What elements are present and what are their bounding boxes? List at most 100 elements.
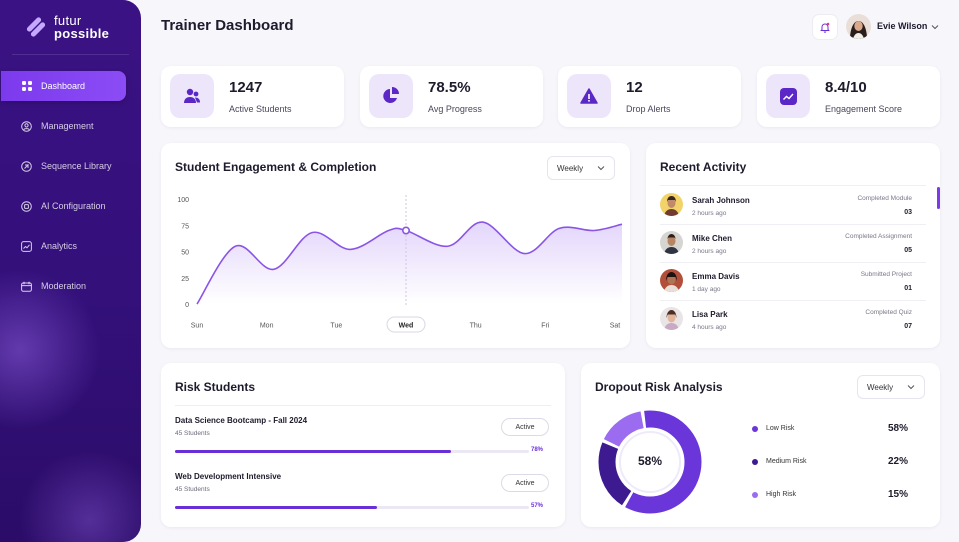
- sidebar-item-ai-configuration[interactable]: AI Configuration: [1, 191, 126, 221]
- activity-type: Submitted Project: [860, 271, 912, 278]
- stat-label: Drop Alerts: [626, 104, 671, 114]
- sidebar-nav: Dashboard Management Sequence Library AI…: [0, 71, 141, 311]
- activity-type: Completed Assignment: [845, 233, 912, 240]
- legend-value: 58%: [888, 423, 909, 434]
- brand-logo[interactable]: futur possible: [24, 14, 109, 40]
- donut-segment: [598, 410, 702, 514]
- activity-count: 07: [904, 323, 912, 330]
- course-students: 45 Students: [175, 430, 210, 437]
- activity-count: 03: [904, 209, 912, 216]
- divider: [660, 262, 926, 263]
- user-avatar[interactable]: [846, 14, 871, 39]
- students-icon: [170, 74, 214, 118]
- avatar: [660, 231, 683, 254]
- course-name[interactable]: Data Science Bootcamp - Fall 2024: [175, 416, 308, 425]
- stat-value: 8.4/10: [825, 79, 867, 96]
- divider: [175, 405, 551, 406]
- sidebar-item-dashboard[interactable]: Dashboard: [1, 71, 126, 101]
- legend-dot: [752, 492, 758, 498]
- x-tick-label: Fri: [541, 323, 550, 330]
- activity-item[interactable]: Mike Chen 2 hours ago Completed Assignme…: [660, 225, 926, 261]
- dropout-risk-card: Dropout Risk Analysis Weekly 58% Low Ris…: [581, 363, 940, 527]
- period-value: Weekly: [867, 382, 894, 392]
- activity-count: 01: [904, 285, 912, 292]
- course-students: 45 Students: [175, 486, 210, 493]
- avatar: [660, 307, 683, 330]
- period-value: Weekly: [557, 163, 584, 173]
- page-title: Trainer Dashboard: [161, 17, 294, 34]
- user-circle-icon: [21, 120, 32, 132]
- stat-value: 78.5%: [428, 79, 471, 96]
- sidebar-divider: [12, 54, 129, 55]
- legend-value: 15%: [888, 489, 909, 500]
- stat-card-active-students: 1247 Active Students: [161, 66, 344, 127]
- y-tick-label: 100: [177, 197, 189, 204]
- sidebar-item-label: Sequence Library: [41, 161, 112, 171]
- highlight-point: [402, 226, 411, 235]
- activity-name: Mike Chen: [692, 234, 733, 243]
- x-tick-highlight: [386, 316, 426, 333]
- progress-percent: 78%: [531, 447, 544, 453]
- engagement-period-select[interactable]: Weekly: [547, 156, 615, 180]
- status-button[interactable]: Active: [501, 418, 549, 436]
- course-name[interactable]: Web Development Intensive: [175, 472, 282, 481]
- grid-icon: [21, 81, 32, 92]
- ai-chip-icon: [21, 200, 32, 212]
- activity-name: Lisa Park: [692, 310, 728, 319]
- logo-mark-icon: [24, 16, 47, 38]
- risk-students-title: Risk Students: [175, 380, 256, 394]
- donut-center: [619, 431, 681, 493]
- activity-name: Sarah Johnson: [692, 196, 750, 205]
- sidebar: futur possible Dashboard Management Sequ…: [0, 0, 141, 542]
- legend-label: Medium Risk: [766, 458, 807, 465]
- sidebar-item-management[interactable]: Management: [1, 111, 126, 141]
- trend-icon: [766, 74, 810, 118]
- progress-bar: [175, 506, 529, 509]
- stat-value: 1247: [229, 79, 263, 96]
- stat-card-engagement-score: 8.4/10 Engagement Score: [757, 66, 940, 127]
- progress-fill: [175, 450, 452, 453]
- bell-icon: [820, 22, 830, 33]
- y-tick-label: 25: [181, 276, 189, 283]
- status-button[interactable]: Active: [501, 474, 549, 492]
- dropout-risk-title: Dropout Risk Analysis: [595, 380, 723, 394]
- y-tick-label: 50: [181, 250, 189, 257]
- chevron-down-icon[interactable]: [931, 20, 939, 34]
- user-name[interactable]: Evie Wilson: [877, 21, 928, 31]
- recent-activity-title: Recent Activity: [660, 160, 747, 174]
- activity-time: 4 hours ago: [692, 324, 727, 331]
- legend-dot: [752, 426, 758, 432]
- dropout-period-select[interactable]: Weekly: [857, 375, 925, 399]
- activity-time: 1 day ago: [692, 286, 721, 293]
- sidebar-item-label: Moderation: [41, 281, 87, 291]
- divider: [660, 300, 926, 301]
- stat-label: Engagement Score: [825, 104, 903, 114]
- alert-icon: [567, 74, 611, 118]
- activity-item[interactable]: Lisa Park 4 hours ago Completed Quiz 07: [660, 301, 926, 337]
- stat-card-avg-progress: 78.5% Avg Progress: [360, 66, 543, 127]
- analytics-icon: [21, 240, 32, 252]
- activity-item[interactable]: Sarah Johnson 2 hours ago Completed Modu…: [660, 187, 926, 223]
- x-tick-label: Thu: [470, 323, 482, 330]
- scrollbar-thumb[interactable]: [937, 187, 940, 209]
- sidebar-item-label: Dashboard: [41, 81, 86, 91]
- donut-segment: [598, 410, 702, 514]
- chevron-down-icon: [597, 166, 605, 171]
- stat-value: 12: [626, 79, 643, 96]
- engagement-chart: 100 75 50 25 0 Sun Mon Tue Wed Thu Fri Sat: [177, 195, 623, 333]
- activity-item[interactable]: Emma Davis 1 day ago Submitted Project 0…: [660, 263, 926, 299]
- sidebar-item-sequence-library[interactable]: Sequence Library: [1, 151, 126, 181]
- sidebar-item-label: Analytics: [41, 241, 78, 251]
- chevron-down-icon: [907, 385, 915, 390]
- x-tick-label: Mon: [260, 323, 274, 330]
- recent-activity-card: Recent Activity Sarah Johnson 2 hours ag…: [646, 143, 940, 348]
- sidebar-item-moderation[interactable]: Moderation: [1, 271, 126, 301]
- activity-type: Completed Module: [857, 195, 912, 202]
- sidebar-item-analytics[interactable]: Analytics: [1, 231, 126, 261]
- moderation-icon: [21, 281, 32, 292]
- progress-percent: 57%: [531, 503, 544, 509]
- y-tick-label: 0: [185, 302, 189, 309]
- activity-time: 2 hours ago: [692, 248, 727, 255]
- engagement-title: Student Engagement & Completion: [175, 160, 377, 174]
- notifications-button[interactable]: [813, 15, 837, 39]
